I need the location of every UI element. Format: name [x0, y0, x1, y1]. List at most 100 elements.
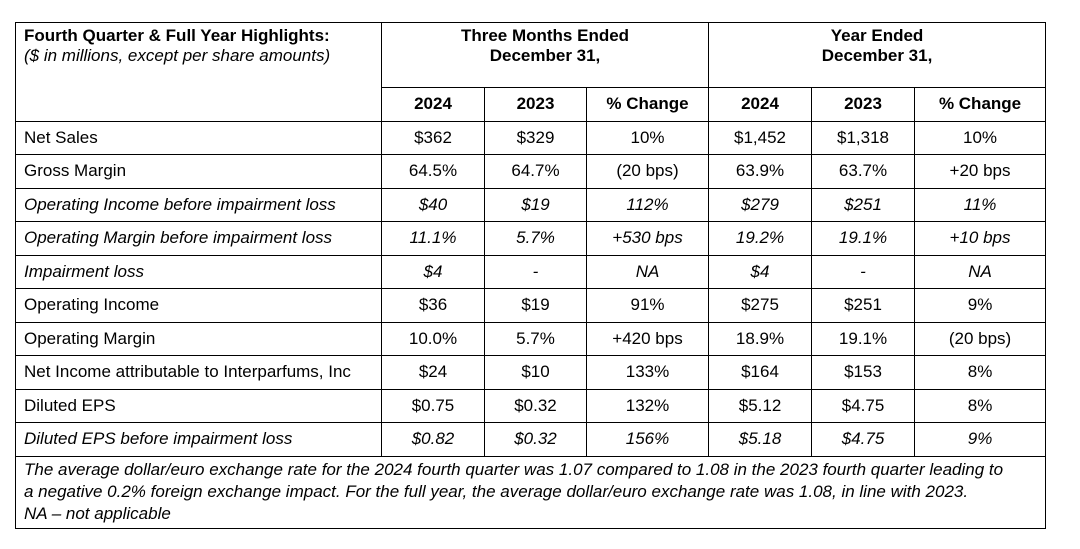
cell-value: $36: [381, 288, 485, 323]
cell-value: 10%: [914, 120, 1047, 155]
cell-value: $362: [381, 120, 485, 155]
cell-value: NA: [585, 254, 710, 289]
cell-value: 132%: [585, 388, 710, 423]
cell-value: +10 bps: [914, 221, 1047, 256]
highlights-table: Fourth Quarter & Full Year Highlights: (…: [14, 22, 1047, 529]
table-body: Fourth Quarter & Full Year Highlights: (…: [14, 22, 1047, 529]
highlights-table-container: Fourth Quarter & Full Year Highlights: (…: [14, 22, 1047, 529]
table-row: Net Income attributable to Interparfums,…: [15, 355, 1047, 390]
cell-value: 5.7%: [484, 221, 587, 256]
col-header-q-2023: 2023: [484, 87, 587, 122]
footnote-row: The average dollar/euro exchange rate fo…: [14, 455, 1047, 529]
three-months-label-line1: Three Months Ended: [460, 26, 630, 45]
cell-value: 9%: [914, 422, 1047, 457]
row-label: Gross Margin: [15, 154, 382, 189]
cell-value: -: [811, 254, 916, 289]
cell-value: +420 bps: [585, 321, 710, 356]
row-label: Diluted EPS: [15, 388, 382, 423]
cell-value: 63.7%: [811, 154, 916, 189]
cell-value: $19: [484, 288, 587, 323]
table-row: Diluted EPS $0.75 $0.32 132% $5.12 $4.75…: [15, 388, 1047, 423]
cell-value: $329: [484, 120, 587, 155]
footnote-cell: The average dollar/euro exchange rate fo…: [14, 455, 1047, 529]
year-ended-label-line1: Year Ended: [830, 26, 924, 45]
cell-value: $1,452: [708, 120, 813, 155]
cell-value: $24: [381, 355, 485, 390]
footnote-line3: NA – not applicable: [24, 503, 171, 523]
cell-value: (20 bps): [585, 154, 710, 189]
row-label: Operating Margin: [15, 321, 382, 356]
col-header-y-2023: 2023: [811, 87, 916, 122]
cell-value: 8%: [914, 355, 1047, 390]
cell-value: 91%: [585, 288, 710, 323]
table-title-cell: Fourth Quarter & Full Year Highlights: (…: [15, 22, 382, 122]
cell-value: 9%: [914, 288, 1047, 323]
cell-value: 19.1%: [811, 221, 916, 256]
cell-value: $4: [381, 254, 485, 289]
table-row: Operating Income $36 $19 91% $275 $251 9…: [15, 288, 1047, 323]
cell-value: $251: [811, 288, 916, 323]
cell-value: $164: [708, 355, 813, 390]
table-title: Fourth Quarter & Full Year Highlights:: [24, 26, 330, 45]
three-months-header: Three Months Ended December 31,: [380, 22, 710, 88]
cell-value: $40: [381, 187, 485, 222]
table-row: Operating Margin 10.0% 5.7% +420 bps 18.…: [15, 321, 1047, 356]
table-row: Impairment loss $4 - NA $4 - NA: [15, 254, 1047, 289]
header-row-columns: 2024 2023 % Change 2024 2023 % Change: [16, 87, 1047, 122]
cell-value: 11%: [914, 187, 1047, 222]
cell-value: $0.82: [381, 422, 485, 457]
cell-value: $5.12: [708, 388, 813, 423]
col-header-y-change: % Change: [914, 87, 1047, 122]
cell-value: $153: [811, 355, 916, 390]
footnote-line1: The average dollar/euro exchange rate fo…: [24, 459, 1004, 479]
year-ended-header: Year Ended December 31,: [708, 22, 1047, 88]
row-label: Diluted EPS before impairment loss: [15, 422, 382, 457]
footnote-line2: a negative 0.2% foreign exchange impact.…: [24, 481, 969, 501]
cell-value: -: [484, 254, 587, 289]
cell-value: $251: [811, 187, 916, 222]
cell-value: 5.7%: [484, 321, 587, 356]
header-row-groups: Fourth Quarter & Full Year Highlights: (…: [15, 22, 1047, 122]
cell-value: 64.5%: [381, 154, 485, 189]
cell-value: $4.75: [811, 422, 916, 457]
three-months-label-line2: December 31,: [489, 46, 601, 65]
cell-value: (20 bps): [914, 321, 1047, 356]
cell-value: 133%: [585, 355, 710, 390]
col-header-q-2024: 2024: [381, 87, 485, 122]
cell-value: $19: [484, 187, 587, 222]
row-label: Net Income attributable to Interparfums,…: [15, 355, 382, 390]
cell-value: 18.9%: [708, 321, 813, 356]
row-label: Operating Income: [15, 288, 382, 323]
cell-value: 63.9%: [708, 154, 813, 189]
cell-value: 19.2%: [708, 221, 813, 256]
cell-value: 10%: [585, 120, 710, 155]
table-row: Diluted EPS before impairment loss $0.82…: [15, 422, 1047, 457]
cell-value: $10: [484, 355, 587, 390]
col-header-q-change: % Change: [585, 87, 710, 122]
cell-value: +20 bps: [914, 154, 1047, 189]
row-label: Operating Income before impairment loss: [15, 187, 382, 222]
row-label: Impairment loss: [15, 254, 382, 289]
cell-value: $1,318: [811, 120, 916, 155]
cell-value: 156%: [585, 422, 710, 457]
table-row: Gross Margin 64.5% 64.7% (20 bps) 63.9% …: [15, 154, 1047, 189]
cell-value: $0.75: [381, 388, 485, 423]
col-header-y-2024: 2024: [708, 87, 813, 122]
cell-value: $5.18: [708, 422, 813, 457]
table-row: Operating Income before impairment loss …: [15, 187, 1047, 222]
table-row: Operating Margin before impairment loss …: [15, 221, 1047, 256]
cell-value: +530 bps: [585, 221, 710, 256]
cell-value: 19.1%: [811, 321, 916, 356]
cell-value: 10.0%: [381, 321, 485, 356]
cell-value: 8%: [914, 388, 1047, 423]
row-label: Operating Margin before impairment loss: [15, 221, 382, 256]
cell-value: $279: [708, 187, 813, 222]
cell-value: $275: [708, 288, 813, 323]
cell-value: $4.75: [811, 388, 916, 423]
row-label: Net Sales: [15, 120, 382, 155]
cell-value: 112%: [585, 187, 710, 222]
cell-value: 64.7%: [484, 154, 587, 189]
cell-value: 11.1%: [381, 221, 485, 256]
year-ended-label-line2: December 31,: [821, 46, 933, 65]
cell-value: $0.32: [484, 422, 587, 457]
